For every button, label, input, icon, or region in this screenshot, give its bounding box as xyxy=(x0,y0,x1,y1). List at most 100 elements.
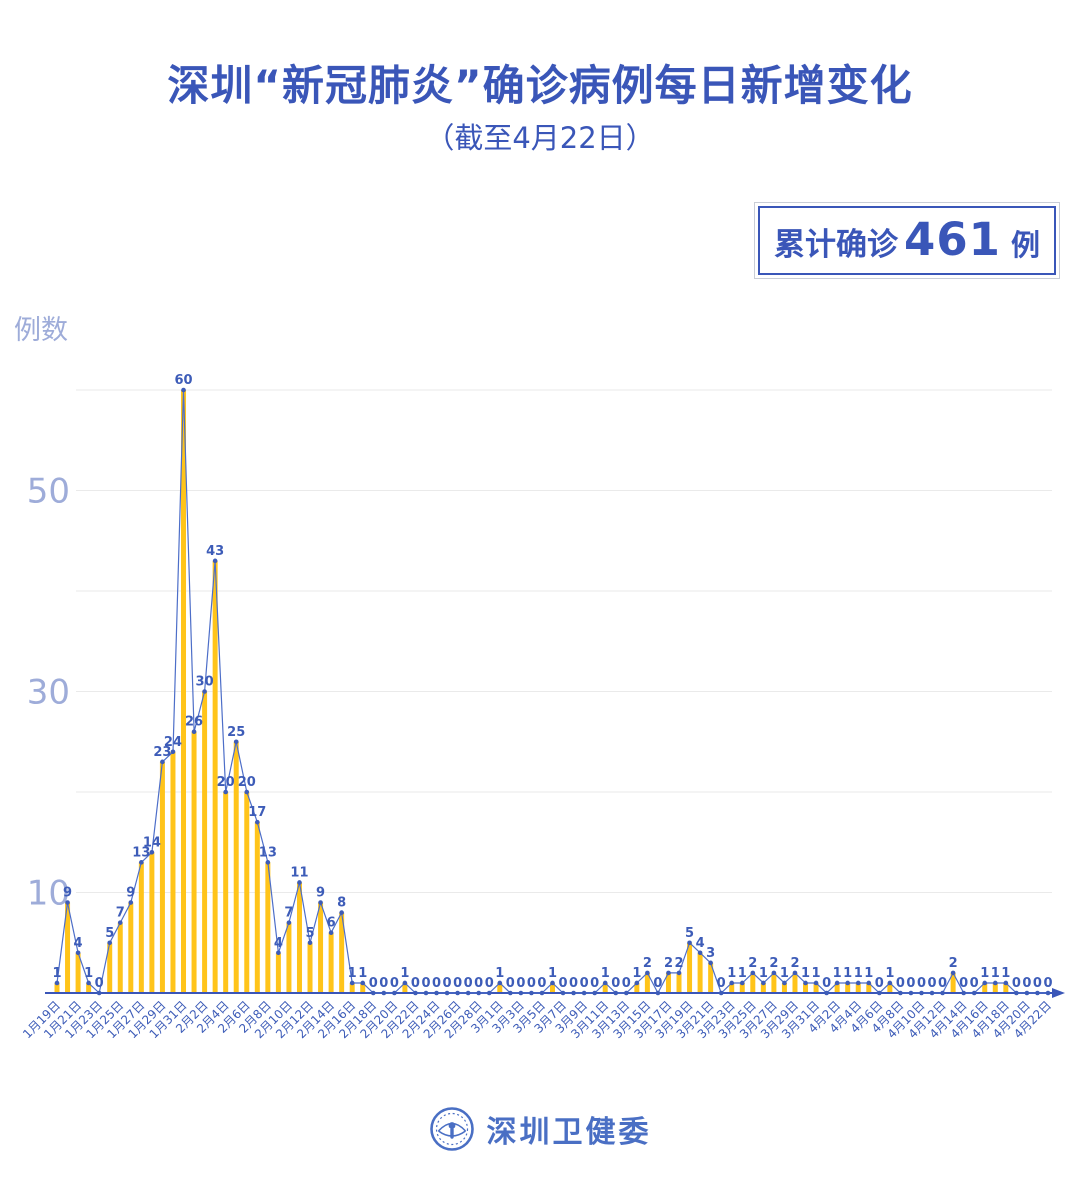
value-label: 0 xyxy=(390,976,399,991)
marker xyxy=(613,990,619,996)
value-label: 1 xyxy=(495,966,504,981)
value-label: 0 xyxy=(453,976,462,991)
value-label: 0 xyxy=(653,976,662,991)
bar xyxy=(328,932,334,993)
bar xyxy=(813,982,819,993)
bar xyxy=(318,902,324,993)
marker xyxy=(971,990,977,996)
marker xyxy=(845,980,850,986)
bar xyxy=(86,982,92,993)
bar xyxy=(223,792,229,993)
bar xyxy=(845,982,851,993)
bar xyxy=(170,751,176,993)
marker xyxy=(813,980,819,986)
value-label: 0 xyxy=(917,976,926,991)
bar xyxy=(855,982,861,993)
marker xyxy=(1045,990,1051,996)
page-subtitle: （截至4月22日） xyxy=(425,121,655,155)
bar xyxy=(117,922,123,993)
marker xyxy=(96,990,102,996)
bar xyxy=(803,982,809,993)
marker xyxy=(86,980,91,986)
bar xyxy=(708,962,714,993)
marker xyxy=(413,990,418,996)
marker xyxy=(233,739,239,745)
org-name: 深圳卫健委 xyxy=(486,1115,652,1150)
bar xyxy=(265,862,271,993)
marker xyxy=(855,980,861,986)
value-label: 0 xyxy=(822,976,831,991)
value-label: 0 xyxy=(527,976,536,991)
marker xyxy=(244,789,250,795)
value-label: 23 xyxy=(153,745,171,760)
value-label: 0 xyxy=(432,976,441,991)
marker xyxy=(202,689,207,694)
value-label: 1 xyxy=(52,966,61,981)
value-label: 0 xyxy=(1012,976,1021,991)
marker xyxy=(508,990,513,996)
value-label: 1 xyxy=(801,966,810,981)
marker xyxy=(529,990,534,996)
bar xyxy=(729,982,735,993)
marker xyxy=(1014,990,1019,996)
value-label: 1 xyxy=(358,966,367,981)
bar xyxy=(1003,982,1009,993)
value-label: 2 xyxy=(643,956,652,971)
marker xyxy=(149,850,155,855)
value-label: 0 xyxy=(1033,976,1042,991)
value-label: 43 xyxy=(206,544,224,559)
bar xyxy=(497,982,503,993)
marker xyxy=(623,990,629,996)
marker xyxy=(634,980,640,986)
value-label: 9 xyxy=(316,886,325,901)
gridlines xyxy=(76,389,1052,893)
bar xyxy=(128,902,134,993)
marker xyxy=(465,990,471,996)
value-label: 0 xyxy=(1022,976,1031,991)
value-label: 1 xyxy=(727,966,736,981)
marker xyxy=(708,960,713,966)
marker xyxy=(929,990,935,996)
org-emblem-icon xyxy=(429,1107,474,1151)
marker xyxy=(982,980,988,986)
marker xyxy=(676,970,682,976)
value-label: 0 xyxy=(369,976,378,991)
value-label: 1 xyxy=(759,966,768,981)
marker xyxy=(160,759,165,765)
bar xyxy=(771,972,777,993)
badge-label: 累计确诊 xyxy=(774,227,899,263)
marker xyxy=(1035,990,1040,996)
value-label: 0 xyxy=(379,976,388,991)
value-label: 2 xyxy=(949,956,958,971)
marker xyxy=(75,950,81,956)
marker xyxy=(729,980,735,986)
marker xyxy=(866,980,872,986)
bar xyxy=(781,982,787,993)
value-label: 11 xyxy=(290,865,308,880)
value-label: 0 xyxy=(464,976,473,991)
bar xyxy=(349,982,355,993)
value-label: 20 xyxy=(238,775,256,790)
value-label: 0 xyxy=(421,976,430,991)
bar xyxy=(602,982,608,993)
markers-group xyxy=(54,387,1051,996)
value-label: 0 xyxy=(622,976,631,991)
marker xyxy=(992,980,998,986)
bar xyxy=(244,792,250,993)
y-tick-label: 50 xyxy=(27,472,70,512)
x-axis-labels: 1月19日1月21日1月23日1月25日1月27日1月29日1月31日2月2日2… xyxy=(20,998,1054,1041)
marker xyxy=(455,990,460,996)
value-label: 0 xyxy=(569,976,578,991)
bar xyxy=(697,952,703,993)
bar xyxy=(982,982,988,993)
value-label: 1 xyxy=(400,966,409,981)
marker xyxy=(54,980,60,986)
marker xyxy=(950,970,956,976)
value-label: 9 xyxy=(126,886,135,901)
marker xyxy=(940,990,945,996)
bar xyxy=(665,972,671,993)
marker xyxy=(128,900,134,905)
marker xyxy=(666,970,671,976)
marker xyxy=(887,980,893,986)
bar xyxy=(739,982,745,993)
